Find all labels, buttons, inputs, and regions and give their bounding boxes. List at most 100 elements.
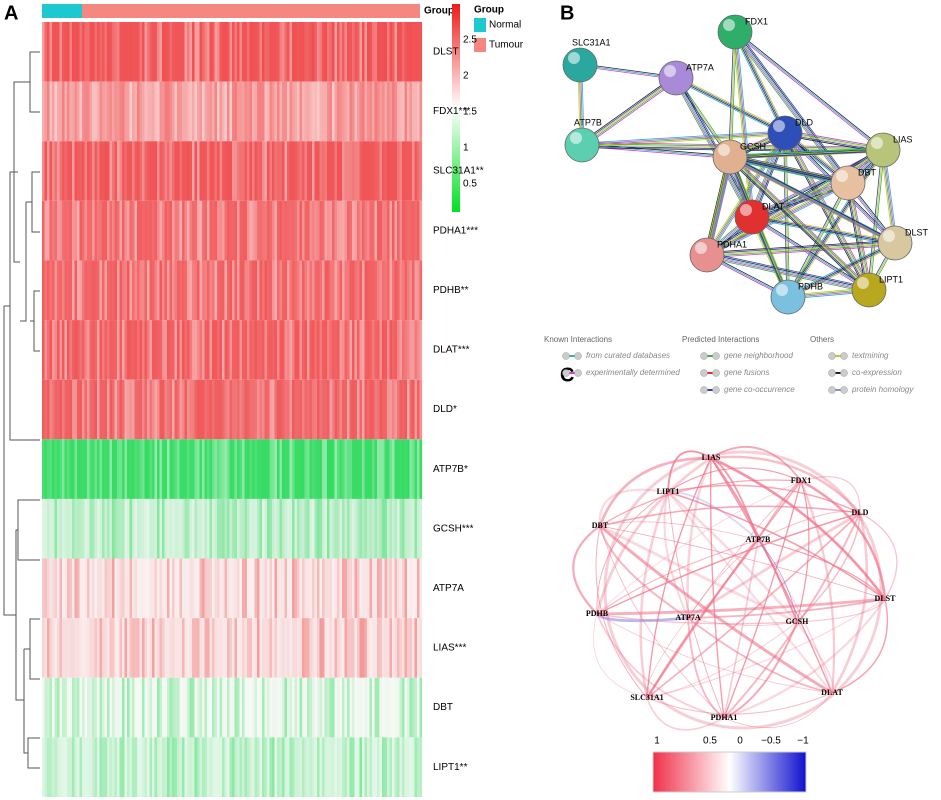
heatmap-cell (384, 439, 388, 499)
heatmap-cell (207, 677, 210, 738)
heatmap-cell (317, 618, 320, 678)
heatmap-cell (64, 320, 68, 380)
heatmap-cell (334, 200, 338, 261)
heatmap-cell (122, 260, 125, 321)
heatmap-cell (102, 618, 105, 678)
edge (729, 148, 883, 157)
heatmap-cell (174, 320, 178, 380)
heatmap-cell (94, 22, 98, 82)
legend-dot (574, 369, 582, 377)
heatmap-cell (179, 200, 183, 261)
heatmap-cell (377, 558, 380, 619)
heatmap-cell (252, 320, 255, 380)
row-label: LIAS*** (433, 643, 466, 654)
heatmap-cell (344, 677, 348, 738)
heatmap-cell (154, 260, 158, 321)
heatmap-cell (327, 200, 330, 261)
heatmap-cell (377, 22, 380, 82)
heatmap-cell (407, 141, 410, 201)
heatmap-cell (417, 320, 420, 380)
heatmap-cell (269, 439, 273, 499)
heatmap-cell (49, 81, 53, 142)
node-highlight (871, 137, 883, 149)
heatmap-cell (94, 439, 98, 499)
heatmap-cell (77, 81, 80, 142)
heatmap-cell (124, 22, 128, 82)
heatmap-cell (412, 141, 415, 201)
heatmap-cell (174, 260, 178, 321)
heatmap-cell (294, 22, 298, 82)
heatmap-cell (144, 22, 148, 82)
heatmap-cell (364, 22, 368, 82)
heatmap-cell (369, 737, 373, 797)
heatmap-cell (367, 260, 370, 321)
legend-dot (712, 352, 720, 360)
heatmap-cell (204, 22, 208, 82)
heatmap-cell (209, 141, 213, 201)
heatmap-cell (267, 141, 270, 201)
heatmap-cell (47, 200, 50, 261)
heatmap-cell (207, 379, 210, 440)
heatmap-cell (287, 81, 290, 142)
heatmap-cell (412, 677, 415, 738)
node-highlight (740, 204, 752, 216)
heatmap-cell (384, 379, 388, 440)
heatmap-cell (224, 737, 228, 797)
heatmap-cell (59, 320, 63, 380)
protein-node (562, 47, 598, 83)
heatmap-cell (204, 558, 208, 619)
edge (868, 149, 884, 291)
heatmap-cell (339, 141, 343, 201)
heatmap-cell (162, 677, 165, 738)
heatmap-cell (309, 439, 313, 499)
heatmap-cell (312, 379, 315, 440)
edge (728, 31, 735, 157)
heatmap-cell (54, 677, 58, 738)
heatmap-cell (174, 22, 178, 82)
colorbar-tick: 0.5 (463, 179, 477, 190)
heatmap-cell (342, 81, 345, 142)
heatmap-cell (409, 320, 413, 380)
heatmap-cell (307, 200, 310, 261)
heatmap-cell (267, 379, 270, 440)
heatmap-cell (107, 737, 110, 797)
heatmap-cell (79, 260, 83, 321)
heatmap-cell (47, 498, 50, 559)
heatmap-cell (322, 439, 325, 499)
heatmap-cell (359, 439, 363, 499)
heatmap-cell (302, 81, 305, 142)
heatmap-cell (382, 81, 385, 142)
heatmap-cell (147, 379, 150, 440)
heatmap-cell (249, 260, 253, 321)
heatmap-cell (262, 677, 265, 738)
heatmap-cell (129, 677, 133, 738)
heatmap-cell (117, 618, 120, 678)
heatmap-cell (54, 379, 58, 440)
heatmap-cell (362, 498, 365, 559)
heatmap-cell (174, 737, 178, 797)
heatmap-cell (197, 22, 200, 82)
heatmap-cell (47, 677, 50, 738)
heatmap-cell (287, 141, 290, 201)
heatmap-cell (334, 81, 338, 142)
heatmap-cell (79, 618, 83, 678)
heatmap-cell (369, 677, 373, 738)
node-highlight (836, 170, 848, 182)
node-label: DLAT (762, 201, 785, 211)
heatmap-cell (137, 141, 140, 201)
correlation-edges (572, 445, 898, 731)
heatmap-cell (99, 379, 103, 440)
node-label: ATP7A (675, 613, 700, 622)
heatmap-cell (292, 200, 295, 261)
heatmap-cell (279, 320, 283, 380)
heatmap-cell (312, 439, 315, 499)
heatmap-cell (162, 379, 165, 440)
heatmap-cell (232, 260, 235, 321)
heatmap-cell (284, 22, 288, 82)
heatmap-cell (144, 379, 148, 440)
heatmap-cell (157, 439, 160, 499)
heatmap-cell (419, 737, 423, 797)
heatmap-cell (187, 200, 190, 261)
heatmap-cell (54, 558, 58, 619)
heatmap-cell (369, 498, 373, 559)
